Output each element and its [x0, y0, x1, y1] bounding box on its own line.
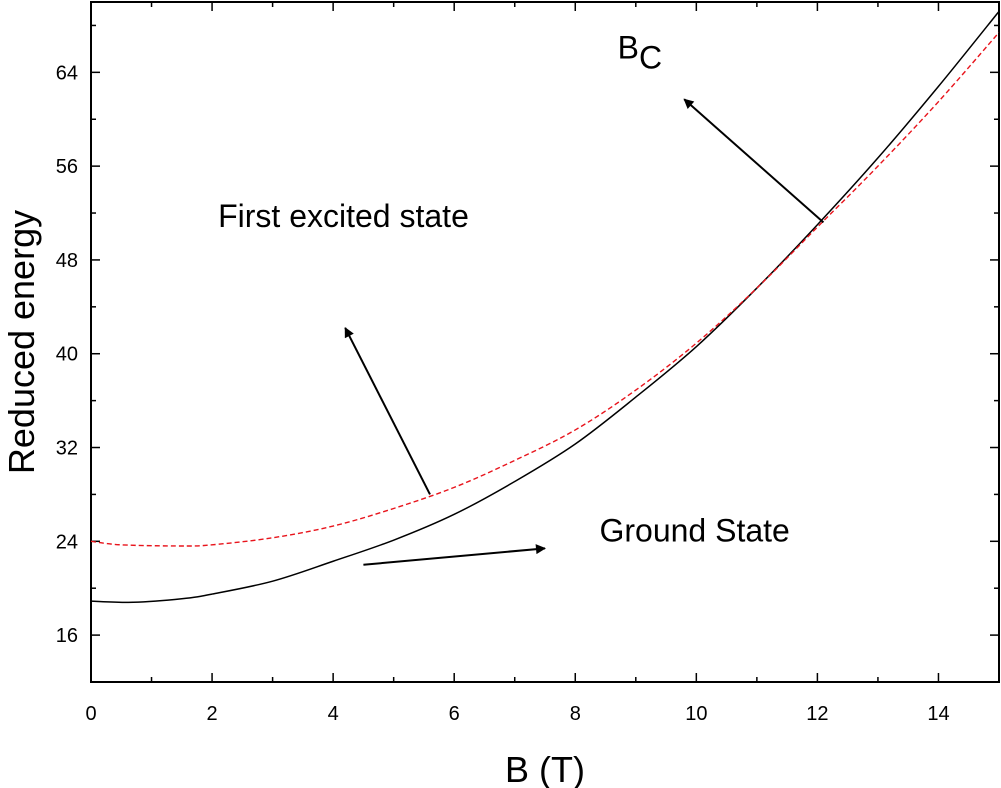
annotation-bc-subscript: C	[639, 39, 662, 75]
annotation-arrow-ground	[363, 544, 546, 566]
series-line-dashed	[91, 32, 999, 547]
series-line-solid	[91, 10, 999, 604]
y-tick-label: 32	[56, 438, 78, 460]
annotations: First excited state Ground State BC	[218, 29, 825, 566]
y-tick-label: 64	[56, 62, 78, 84]
annotation-bc: BC	[618, 29, 662, 75]
annotation-arrow-first	[344, 327, 431, 495]
x-tick-label: 2	[207, 703, 218, 725]
y-tick-label: 16	[56, 625, 78, 647]
x-axis-title: B (T)	[505, 749, 585, 788]
x-tick-label: 6	[449, 703, 460, 725]
y-tick-label: 24	[56, 531, 78, 553]
y-tick-label: 56	[56, 156, 78, 178]
axis-ticks	[90, 2, 1000, 683]
series-group	[91, 10, 999, 604]
x-tick-label: 12	[806, 703, 828, 725]
x-tick-label: 14	[927, 703, 949, 725]
annotation-ground: Ground State	[599, 512, 789, 548]
x-tick-label: 8	[570, 703, 581, 725]
x-tick-label: 0	[85, 703, 96, 725]
y-axis-title: Reduced energy	[1, 210, 42, 474]
annotation-first: First excited state	[218, 198, 469, 234]
x-tick-label: 10	[685, 703, 707, 725]
y-tick-label: 48	[56, 250, 78, 272]
y-tick-label: 40	[56, 344, 78, 366]
plot-frame	[90, 1, 1000, 683]
annotation-arrow-bc	[683, 98, 825, 224]
x-tick-label: 4	[328, 703, 339, 725]
